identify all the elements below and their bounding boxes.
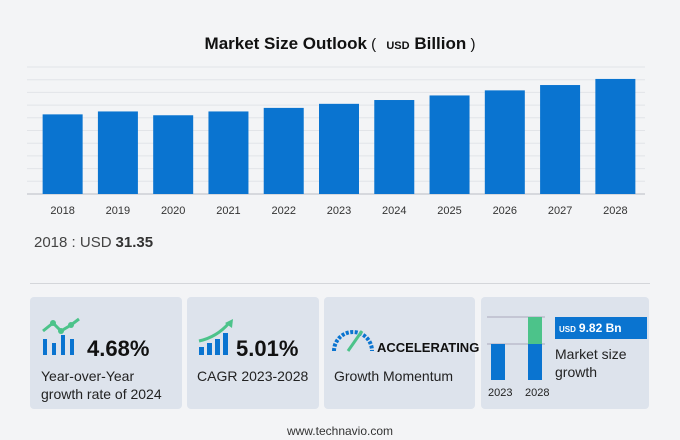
bar-2028 — [595, 78, 636, 194]
x-tick-label: 2018 — [50, 205, 74, 217]
x-tick-label: 2025 — [437, 205, 461, 217]
growth-card: 2023 2028 Market size growth — [481, 297, 649, 409]
x-tick-label: 2028 — [603, 205, 627, 217]
year-start: 2023 — [488, 387, 513, 399]
growth-label-line2: growth — [555, 364, 598, 380]
bar-2024 — [374, 100, 415, 194]
bar-2025 — [429, 95, 470, 194]
yoy-value: 4.68% — [87, 336, 150, 361]
growth-mini-chart — [487, 316, 545, 380]
bar-2023 — [319, 103, 359, 194]
growth-usd: USD — [559, 325, 576, 334]
yoy-label-line1: Year-over-Year — [41, 368, 135, 384]
x-tick-label: 2022 — [271, 205, 295, 217]
base-value-label: 2018 : USD — [34, 234, 112, 251]
bar-chart: 2018 2019 2020 2021 2022 2023 2024 2025 2026 2027… — [27, 66, 645, 217]
growth-label: Market size growth — [555, 345, 627, 381]
footer-url[interactable]: www.technavio.com — [286, 424, 394, 438]
bar-2028 — [528, 344, 542, 380]
yoy-label-line2: growth rate of 2024 — [41, 386, 162, 402]
x-tick-label: 2024 — [382, 205, 406, 217]
bar-2022 — [263, 107, 304, 194]
bar-2023 — [491, 344, 505, 380]
year-end: 2028 — [525, 387, 550, 399]
growth-amount: 9.82 Bn — [578, 321, 622, 335]
yoy-card: 4.68% Year-over-Year growth rate of 2024 — [30, 297, 182, 409]
base-value-number: 31.35 — [115, 234, 154, 251]
divider — [30, 283, 650, 284]
cagr-card: 5.01% CAGR 2023-2028 — [187, 297, 319, 409]
bar-2027 — [540, 85, 581, 194]
title-text: Market Size Outlook — [204, 34, 368, 53]
bar-2019 — [97, 111, 138, 194]
momentum-value: ACCELERATING — [377, 340, 480, 355]
growth-chart-icon — [198, 319, 233, 355]
x-tick-label: 2023 — [327, 205, 351, 217]
growth-amount-badge: USD 9.82 Bn — [555, 317, 647, 339]
x-tick-label: 2027 — [548, 205, 572, 217]
x-tick-label: 2019 — [106, 205, 130, 217]
x-tick-label: 2021 — [216, 205, 240, 217]
cagr-label: CAGR 2023-2028 — [197, 368, 309, 384]
x-tick-label: 2020 — [161, 205, 185, 217]
bar-2026 — [484, 90, 525, 194]
title-unit: Billion — [414, 34, 467, 53]
chart-title: Market Size Outlook ( USD Billion ) — [204, 34, 476, 53]
bar-2020 — [153, 115, 194, 194]
momentum-label: Growth Momentum — [334, 368, 454, 384]
yoy-label: Year-over-Year growth rate of 2024 — [41, 367, 162, 403]
base-value: 2018 : USD 31.35 — [34, 234, 153, 251]
momentum-card: ACCELERATING Growth Momentum — [324, 297, 479, 409]
bar-2018 — [42, 114, 83, 194]
bar-growth — [528, 317, 542, 344]
x-tick-label: 2026 — [493, 205, 517, 217]
bar-2021 — [208, 111, 249, 194]
speedometer-icon — [332, 330, 374, 352]
cagr-value: 5.01% — [236, 336, 299, 361]
title-unit-prefix: USD — [386, 40, 410, 52]
growth-label-line1: Market size — [555, 346, 627, 362]
bar-trend-icon — [42, 317, 80, 355]
